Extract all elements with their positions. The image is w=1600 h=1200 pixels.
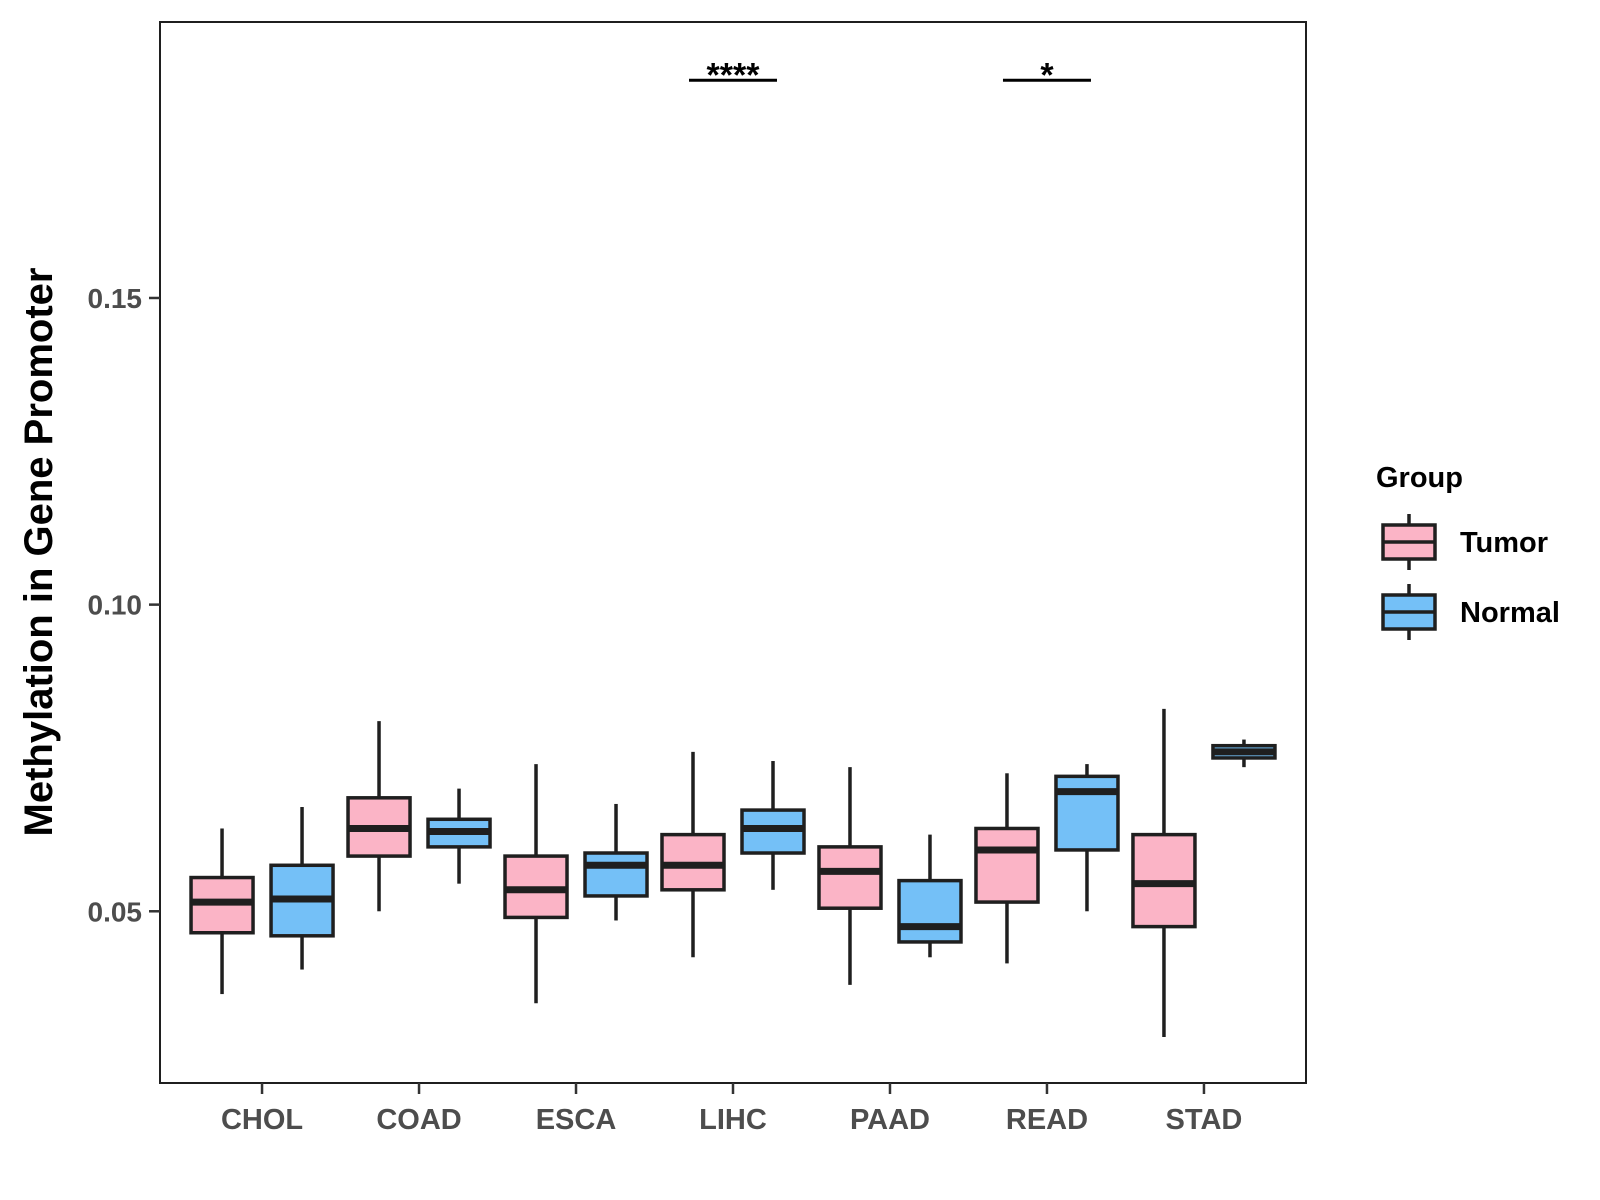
box-tumor-esca xyxy=(503,764,569,1004)
legend-item-tumor: Tumor xyxy=(1381,514,1548,570)
box-tumor-lihc xyxy=(660,751,726,958)
x-tick-label: READ xyxy=(1006,1104,1088,1136)
box-tumor-paad xyxy=(817,767,883,985)
x-tick-label: ESCA xyxy=(536,1104,617,1136)
box-normal-coad xyxy=(426,788,492,884)
legend-label: Normal xyxy=(1460,597,1560,629)
legend-title: Group xyxy=(1376,462,1463,494)
x-tick-label: STAD xyxy=(1166,1104,1243,1136)
box-body xyxy=(974,826,1040,904)
box-tumor-stad xyxy=(1131,708,1197,1038)
box-normal-read xyxy=(1054,764,1120,912)
y-axis-label: Methylation in Gene Promoter xyxy=(17,268,61,837)
box-tumor-read xyxy=(974,773,1040,964)
box-body xyxy=(1054,774,1120,852)
plot-area: **** * xyxy=(189,56,1277,1038)
box-normal-stad xyxy=(1211,739,1277,768)
box-normal-chol xyxy=(269,807,335,970)
box-tumor-coad xyxy=(346,721,412,912)
box-normal-lihc xyxy=(740,761,806,890)
box-normal-paad xyxy=(897,834,963,958)
x-tick-label: PAAD xyxy=(850,1104,930,1136)
significance-label: * xyxy=(1040,56,1054,94)
y-tick-label: 0.15 xyxy=(88,283,143,314)
x-tick-label: COAD xyxy=(376,1104,461,1136)
y-tick-label: 0.10 xyxy=(88,590,143,621)
y-tick-label: 0.05 xyxy=(88,896,143,927)
legend: Group Tumor Normal xyxy=(1376,462,1560,640)
x-tick-label: LIHC xyxy=(699,1104,767,1136)
legend-label: Tumor xyxy=(1460,527,1548,559)
box-body xyxy=(817,845,883,910)
axes: 0.05 0.10 0.15 CHOL COAD ESCA LIHC PAAD READ STAD xyxy=(88,21,1307,1136)
significance-label: **** xyxy=(707,56,761,94)
box-body xyxy=(897,878,963,944)
box-tumor-chol xyxy=(189,828,255,995)
x-tick-label: CHOL xyxy=(221,1104,303,1136)
box-body xyxy=(583,851,649,898)
box-normal-esca xyxy=(583,803,649,921)
legend-item-normal: Normal xyxy=(1381,584,1560,640)
